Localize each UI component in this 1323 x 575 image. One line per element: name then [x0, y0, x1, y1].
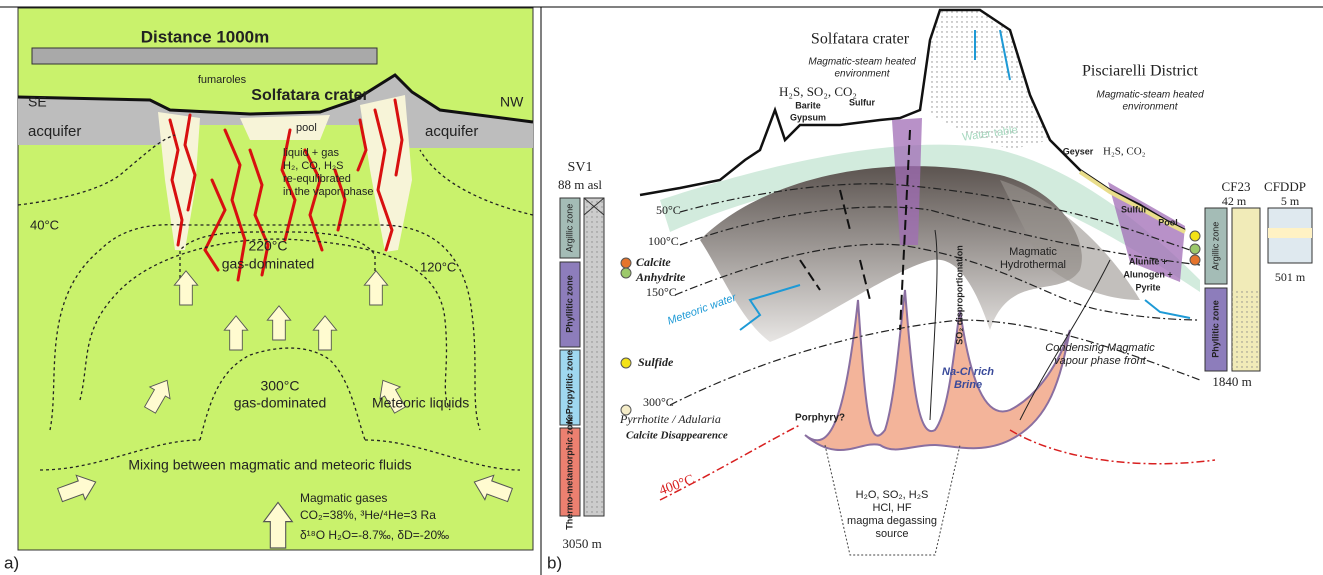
vapour-front-label: Condensing Magmatic	[1045, 342, 1155, 354]
well-cf23	[1190, 208, 1312, 371]
mineral-label: Pyrite	[1135, 282, 1160, 292]
ddp-layer	[1268, 228, 1312, 238]
well-name: SV1	[568, 160, 593, 175]
lithology-pattern	[584, 198, 604, 516]
vapor-note: in the vapor phase	[283, 186, 374, 198]
source-label: H₂O, SO₂, H₂S	[856, 489, 929, 501]
pool-label: Pool	[1158, 217, 1178, 227]
isotherm-label: 50°C	[656, 203, 681, 217]
env-label: Magmatic-steam heated	[1096, 90, 1204, 101]
gas-label: H₂S, SO₂, CO₂	[779, 84, 857, 99]
district-title: Pisciarelli District	[1082, 63, 1199, 80]
direction-label: NW	[500, 94, 524, 110]
scale-label: Distance 1000m	[141, 27, 270, 46]
mineral-marker	[1190, 244, 1200, 254]
gas-label: H₂S, CO₂	[1103, 146, 1146, 158]
brine-label: Na-Cl rich	[942, 366, 994, 378]
mineral-label: Sulfur	[849, 97, 875, 107]
isotherm-label: 120°C	[420, 259, 456, 274]
isotherm-label: 150°C	[646, 285, 677, 299]
magma-fingers	[805, 290, 1070, 450]
panel-label: a)	[4, 553, 19, 572]
env-label: environment	[1122, 102, 1178, 113]
zone-label: Argillic zone	[1210, 222, 1220, 271]
mineral-label: Barite	[795, 100, 821, 110]
well-top: 42 m	[1222, 194, 1247, 208]
aquifer-label: acquifer	[28, 123, 81, 140]
direction-label: SE	[28, 94, 47, 110]
zone-label: gas-dominated	[234, 395, 327, 411]
zone-label: K-Propylitic zone	[564, 350, 574, 424]
isotherm-label: 100°C	[648, 234, 679, 248]
mixing-label: Mixing between magmatic and meteoric flu…	[128, 457, 411, 473]
isotherm-label: 300°C	[643, 395, 674, 409]
well-bottom: 501 m	[1275, 270, 1306, 284]
mineral-marker	[621, 358, 631, 368]
mineral-marker	[1190, 231, 1200, 241]
brine-label: Brine	[954, 379, 982, 391]
gases-label: Magmatic gases	[300, 491, 387, 505]
mineral-label: Sulfide	[638, 355, 674, 369]
disproportionation-label: SO₂ disproportionation	[954, 245, 964, 345]
well-bottom: 1840 m	[1212, 374, 1251, 389]
isotherm-label: 40°C	[30, 217, 59, 232]
meteoric-label: Meteoric liquids	[372, 395, 469, 411]
mineral-label: Gypsum	[790, 112, 826, 122]
vapour-front-label: vapour phase front	[1054, 355, 1147, 367]
figure: Distance 1000m SE NW Solfatara crater fu…	[0, 0, 1323, 575]
mineral-label: Calcite Disappearence	[626, 430, 728, 442]
vapor-note: liquid + gas	[283, 147, 339, 159]
hydrothermal-label: Hydrothermal	[1000, 259, 1066, 271]
mineral-label: Calcite	[636, 255, 671, 269]
well-name: CFDDP	[1264, 179, 1306, 194]
source-label: HCl, HF	[872, 502, 911, 514]
source-label: magma degassing	[847, 515, 937, 527]
source-label: source	[875, 528, 908, 540]
panel-b: Solfatara crater Magmatic-steam heated e…	[547, 10, 1312, 572]
scale-bar	[32, 48, 377, 64]
panel-title: Solfatara crater	[251, 87, 368, 104]
isotherm-400	[1010, 430, 1215, 464]
aquifer-label: acquifer	[425, 123, 478, 140]
vapor-note: H₂, CO, H₂S	[283, 160, 344, 172]
mineral-label: Sulfur	[1121, 204, 1147, 214]
isotherm-label: 300°C	[260, 378, 299, 394]
env-label: environment	[834, 69, 890, 80]
well-name: CF23	[1222, 179, 1251, 194]
porphyry-label: Porphyry?	[795, 413, 845, 424]
fumaroles-label: fumaroles	[198, 74, 247, 86]
panel-a: Distance 1000m SE NW Solfatara crater fu…	[4, 8, 533, 572]
gases-label: δ¹⁸O H₂O=-8.7‰, δD=-20‰	[300, 528, 449, 542]
zone-label: Phyllitic zone	[564, 275, 574, 333]
lithology-pattern	[1232, 290, 1260, 371]
gases-label: CO₂=38%, ³He/⁴He=3 Ra	[300, 508, 436, 522]
zone-label: Argillic zone	[564, 204, 574, 253]
zone-label: Phyllitic zone	[1210, 300, 1220, 358]
mineral-label: Anhydrite	[635, 270, 686, 284]
zone-label: gas-dominated	[222, 256, 315, 272]
zone-label: Thermo-metamorphic zone	[564, 414, 574, 530]
mineral-label: Alunite +	[1129, 256, 1167, 266]
mineral-label: Alunogen +	[1123, 269, 1172, 279]
mineral-marker	[621, 268, 631, 278]
well-top: 5 m	[1281, 194, 1300, 208]
well-bottom: 3050 m	[562, 536, 601, 551]
pool-label: pool	[296, 122, 317, 134]
env-label: Magmatic-steam heated	[808, 57, 916, 68]
vapor-note: re-equlibrated	[283, 173, 351, 185]
isotherm-label: 400°C	[657, 472, 696, 498]
mineral-marker	[621, 258, 631, 268]
isotherm-label: 220°C	[248, 238, 287, 254]
panel-label: b)	[547, 553, 562, 572]
hydrothermal-label: Magmatic	[1009, 246, 1057, 258]
meteoric-arrow	[1145, 300, 1190, 318]
geyser-label: Geyser	[1063, 146, 1094, 156]
meteoric-label: Meteoric water	[666, 291, 739, 327]
mineral-marker	[1190, 255, 1200, 265]
well-top: 88 m asl	[558, 177, 602, 192]
panel-title: Solfatara crater	[811, 31, 910, 48]
mineral-label: Pyrrhotite / Adularia	[619, 412, 721, 426]
